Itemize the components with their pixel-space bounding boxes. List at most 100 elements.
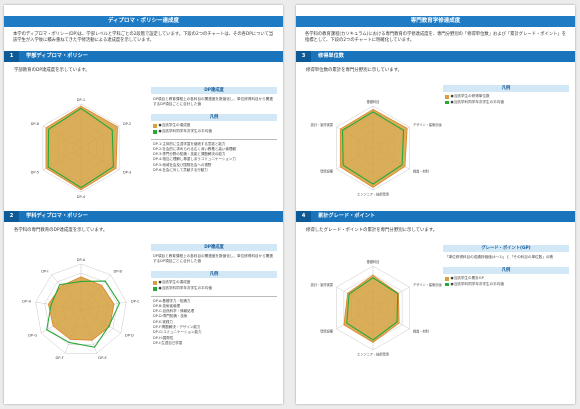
legend-title: 凡例 — [443, 267, 569, 275]
series-student — [45, 105, 118, 191]
axis-label: 設計・製作実習 — [311, 282, 333, 287]
section-faculty-dp: 1 学部ディプロマ・ポリシー 学部教育のDP達成度を示しています。 DP-1 DP… — [4, 51, 283, 199]
dp-item: DP-1:主体的に生涯学習を継続する意欲と能力 — [153, 141, 226, 146]
series-student — [339, 108, 408, 188]
legend-item-student: ●当該学生の修得単位数 — [445, 94, 567, 100]
legend-title: 凡例 — [151, 114, 277, 122]
axis-label: エンジニア・技術環境 — [357, 191, 390, 196]
series-student — [343, 274, 400, 343]
section-title: 修得単位数 — [318, 53, 344, 59]
grid-ring — [35, 263, 127, 354]
axis-label: 構造・材料 — [413, 168, 430, 173]
axis-label: DP-2 — [123, 122, 131, 126]
dp-item: DP-E:実践力 — [153, 319, 173, 324]
axis-label: DP-1 — [77, 98, 85, 102]
series-average — [341, 111, 405, 185]
section-credits: 3 修得単位数 修得単位数の累計を専門分野別に示しています。 基礎科目デザイン・… — [296, 51, 575, 196]
radar-chart-department-dp: DP-A DP-B DP-C DP-D DP-E DP-F DP-G DP-H DP-I — [22, 258, 140, 360]
info-text: DP項目と教育課程上の各科目の関連度を数値化し、単位修得科目から関連するDP項目… — [153, 254, 273, 264]
legend-item-average: ●当該学科同学年次学生の平均値 — [445, 100, 567, 106]
series-average — [47, 107, 114, 189]
legend-item-average: ●当該学科同学年次学生の平均値 — [153, 286, 275, 292]
info-panel: グレード・ポイント(GP) 「単位修得科目の成績評価値(4〜1)」と「その科目の… — [443, 245, 569, 289]
axis-label: 環境設備 — [320, 168, 333, 173]
axis-label: 設計・製作実習 — [311, 122, 333, 127]
legend: ●当該学生の累計GP ●当該学科同学年次学生の平均値 — [443, 274, 569, 289]
section-description: 学部教育のDP達成度を示しています。 — [14, 68, 90, 73]
dp-item: DP-6:社会に対して貢献する行動力 — [153, 168, 208, 173]
legend-item-student: ●当該学生の達成度 — [153, 123, 275, 129]
section-grade-points: 4 累計グレード・ポイント 修得したグレード・ポイントの累計を専門分野別に示して… — [296, 211, 575, 356]
section-number: 1 — [4, 51, 19, 62]
axis-label: DP-G — [28, 334, 37, 338]
legend-item-average: ●当該学科同学年次学生の平均値 — [445, 282, 567, 288]
section-description: 修得したグレード・ポイントの累計を専門分野別に示しています。 — [306, 228, 438, 233]
left-page: ディプロマ・ポリシー達成度 本学のディプロマ・ポリシー(DP)は、学部レベルと学… — [4, 5, 283, 404]
dp-item: DP-G:コミュニケーション能力 — [153, 330, 202, 335]
legend-title: 凡例 — [443, 85, 569, 92]
radar-chart-faculty-dp: DP-1 DP-2 DP-3 DP-4 DP-5 DP-6 — [31, 98, 132, 199]
info-text: DP項目と教育課程上の各科目の関連度を数値化し、単位修得科目から関連するDP項目… — [153, 97, 273, 107]
info-panel: DP達成度 DP項目と教育課程上の各科目の関連度を数値化し、単位修得科目から関連… — [151, 244, 277, 348]
dp-item: DP-A:基礎学力・知識力 — [153, 298, 191, 303]
legend-item-student: ●当該学生の累計GP — [445, 276, 567, 282]
section-header: 3 修得単位数 — [296, 51, 575, 62]
info-title: DP達成度 — [151, 244, 277, 251]
section-number: 3 — [296, 51, 311, 62]
legend-title: 凡例 — [151, 271, 277, 279]
legend: ●当該学生の修得単位数 ●当該学科同学年次学生の平均値 — [443, 92, 569, 107]
legend: ●当該学生の達成度 ●当該学科同学年次学生の平均値 — [151, 278, 277, 293]
axis-label: 構造・材料 — [413, 328, 430, 333]
axis-label: DP-C — [131, 300, 140, 304]
axis-label: DP-H — [22, 300, 31, 304]
legend: ●当該学生の達成度 ●当該学科同学年次学生の平均値 — [151, 121, 277, 136]
axis-label: DP-I — [41, 270, 48, 274]
axis-label: デザイン・建築計画 — [413, 282, 442, 287]
info-text: 「単位修得科目の成績評価値(4〜1)」と「その科目の単位数」の積 — [445, 255, 554, 259]
section-title: 累計グレード・ポイント — [318, 213, 376, 219]
dp-item: DP-D:専門知識・技術 — [153, 314, 188, 319]
axis-label: DP-D — [125, 334, 134, 338]
dp-item: DP-C:自然科学・情報処理 — [153, 309, 195, 314]
series-average — [46, 280, 121, 348]
page-intro: 各学科の教育課程(カリキュラム)における専門教育の学修達成度を、専門分野別の「修… — [305, 32, 567, 44]
axis-label: DP-3 — [123, 171, 131, 175]
axis-label: DP-5 — [31, 171, 39, 175]
section-title: 学部ディプロマ・ポリシー — [26, 53, 88, 59]
section-title: 学科ディプロマ・ポリシー — [26, 213, 88, 219]
axis-label: DP-6 — [31, 122, 40, 126]
axis-label: エンジニア・技術環境 — [357, 351, 390, 356]
axis-label: デザイン・建築計画 — [413, 122, 442, 127]
legend-panel: 凡例 ●当該学生の修得単位数 ●当該学科同学年次学生の平均値 — [443, 81, 569, 107]
dp-item: DP-I:生涯自己学習 — [153, 340, 183, 345]
dp-list: DP-1:主体的に生涯学習を継続する意欲と能力 DP-2:社会的に求められる広く… — [151, 138, 277, 176]
legend-item-average: ●当該学科同学年次学生の平均値 — [153, 129, 275, 135]
section-number: 4 — [296, 211, 311, 222]
dp-item: DP-5:地域社会及び国際社会への視野 — [153, 162, 212, 167]
page-header: ディプロマ・ポリシー達成度 — [4, 16, 283, 27]
series-student — [48, 276, 115, 341]
info-title: グレード・ポイント(GP) — [443, 245, 569, 252]
axis-label: 基礎科目 — [367, 99, 380, 104]
dp-item: DP-2:社会的に求められる広く深い教養と高い倫理観 — [153, 146, 236, 151]
info-title: DP達成度 — [151, 87, 277, 94]
page-intro: 本学のディプロマ・ポリシー(DP)は、学部レベルと学科ごとの2段階で設定していま… — [13, 32, 274, 44]
axis-label: DP-4 — [77, 195, 86, 199]
dp-item: DP-B:技術者倫理 — [153, 303, 180, 308]
section-description: 修得単位数の累計を専門分野別に示しています。 — [306, 68, 403, 73]
axis-label: 環境設備 — [320, 328, 333, 333]
series-average — [346, 277, 399, 341]
section-number: 2 — [4, 211, 19, 222]
axis-label: DP-F — [55, 356, 63, 360]
axis-label: 基礎科目 — [367, 259, 380, 264]
section-department-dp: 2 学科ディプロマ・ポリシー 各学科の専門教育のDP達成度を示しています。 DP… — [4, 211, 283, 360]
axis-label: DP-A — [77, 258, 86, 262]
info-panel: DP達成度 DP項目と教育課程上の各科目の関連度を数値化し、単位修得科目から関連… — [151, 87, 277, 175]
section-header: 4 累計グレード・ポイント — [296, 211, 575, 222]
right-page: 専門教育学修達成度 各学科の教育課程(カリキュラム)における専門教育の学修達成度… — [296, 5, 575, 404]
legend-item-student: ●当該学生の達成度 — [153, 280, 275, 286]
dp-item: DP-F:問題解決・デザイン能力 — [153, 325, 201, 330]
section-description: 各学科の専門教育のDP達成度を示しています。 — [14, 228, 108, 233]
